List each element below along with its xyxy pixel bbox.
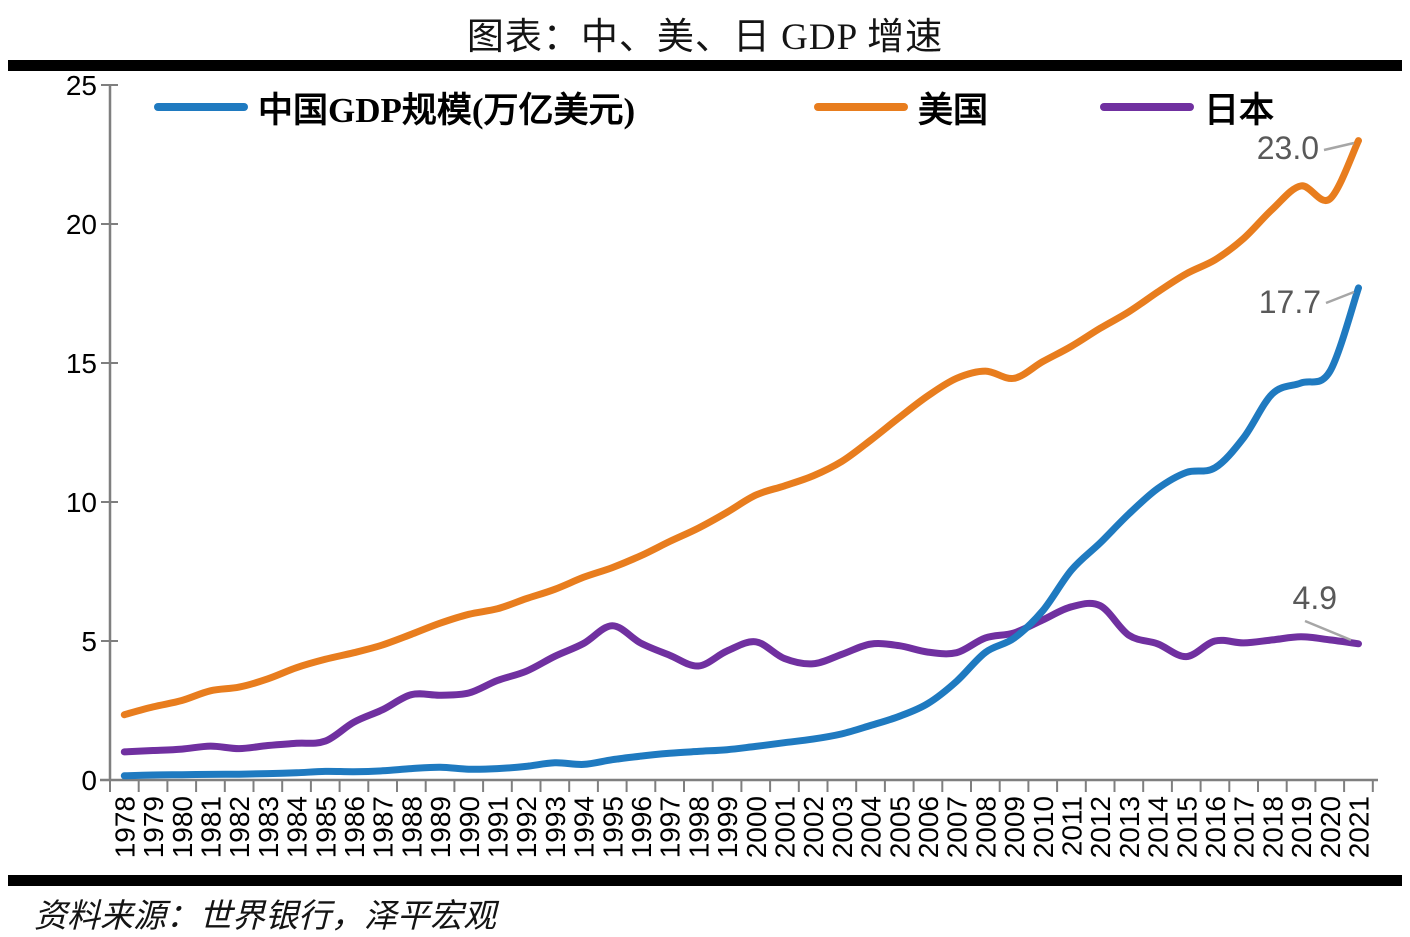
x-axis-label: 1994 xyxy=(569,796,600,858)
x-axis-label: 2003 xyxy=(827,796,858,858)
legend-item-china: 中国GDP规模(万亿美元) xyxy=(154,84,635,130)
x-axis-label: 2014 xyxy=(1143,796,1174,858)
x-axis-label: 2015 xyxy=(1171,796,1202,858)
source-note: 资料来源：世界银行，泽平宏观 xyxy=(34,899,496,935)
x-axis-label: 1985 xyxy=(310,796,341,858)
y-axis-label: 5 xyxy=(81,626,97,657)
x-axis-label: 2019 xyxy=(1286,796,1317,858)
y-axis-label: 20 xyxy=(66,209,97,240)
y-axis-label: 10 xyxy=(66,487,97,518)
leader-line xyxy=(1325,290,1355,305)
x-axis-label: 2002 xyxy=(798,796,829,858)
y-axis-label: 0 xyxy=(81,765,97,796)
x-axis-label: 2012 xyxy=(1085,796,1116,858)
x-axis-label: 2000 xyxy=(741,796,772,858)
x-axis-label: 1996 xyxy=(626,796,657,858)
x-axis-label: 1992 xyxy=(511,796,542,858)
x-axis-label: 1990 xyxy=(454,796,485,858)
x-axis-label: 1980 xyxy=(167,796,198,858)
y-axis-label: 15 xyxy=(66,348,97,379)
x-axis-label: 1987 xyxy=(368,796,399,858)
x-axis-label: 1986 xyxy=(339,796,370,858)
legend-swatch-china xyxy=(154,103,248,111)
china-line xyxy=(120,284,1362,780)
x-axis-label: 2020 xyxy=(1315,796,1346,858)
x-axis-label: 1991 xyxy=(482,796,513,858)
x-axis-label: 2008 xyxy=(970,796,1001,858)
x-axis-label: 1999 xyxy=(712,796,743,858)
x-axis-label: 1997 xyxy=(655,796,686,858)
x-axis-label: 2017 xyxy=(1229,796,1260,858)
us-line xyxy=(120,137,1362,719)
x-axis-label: 2009 xyxy=(999,796,1030,858)
x-axis-label: 2010 xyxy=(1028,796,1059,858)
x-axis-label: 1989 xyxy=(425,796,456,858)
data-label: 17.7 xyxy=(1259,284,1321,320)
chart-title: 图表：中、美、日 GDP 增速 xyxy=(466,17,944,58)
x-axis-label: 2006 xyxy=(913,796,944,858)
data-label: 4.9 xyxy=(1293,580,1337,616)
x-axis-label: 1984 xyxy=(282,796,313,858)
x-axis-label: 2011 xyxy=(1056,796,1087,856)
leader-line xyxy=(1323,141,1355,152)
y-axis-label: 25 xyxy=(66,70,97,101)
x-axis-label: 1983 xyxy=(253,796,284,858)
x-axis-label: 1993 xyxy=(540,796,571,858)
x-axis-label: 1979 xyxy=(138,796,169,858)
japan-line xyxy=(120,599,1362,756)
legend-item-japan: 日本 xyxy=(1100,84,1274,130)
x-axis-label: 2018 xyxy=(1257,796,1288,858)
legend-label-us: 美国 xyxy=(918,90,989,130)
leader-line xyxy=(1304,619,1352,642)
legend-swatch-us xyxy=(814,103,908,111)
data-label: 23.0 xyxy=(1257,130,1319,166)
x-axis-label: 2004 xyxy=(856,796,887,858)
legend-item-us: 美国 xyxy=(814,84,988,130)
x-axis-label: 2016 xyxy=(1200,796,1231,858)
x-axis-label: 1982 xyxy=(224,796,255,858)
x-axis-label: 2001 xyxy=(769,796,800,858)
x-axis-label: 1988 xyxy=(396,796,427,858)
bottom-rule-bar xyxy=(8,875,1402,886)
legend-label-china: 中国GDP规模(万亿美元) xyxy=(258,90,636,130)
x-axis-label: 1981 xyxy=(195,796,226,858)
legend-label-japan: 日本 xyxy=(1204,90,1275,130)
x-axis-label: 1978 xyxy=(109,796,140,858)
top-rule-bar xyxy=(8,60,1402,71)
x-axis-label: 2005 xyxy=(884,796,915,858)
x-axis-label: 2007 xyxy=(942,796,973,858)
legend-swatch-japan xyxy=(1100,103,1194,111)
x-axis-label: 1995 xyxy=(597,796,628,858)
x-axis-label: 2021 xyxy=(1343,796,1374,858)
x-axis-label: 2013 xyxy=(1114,796,1145,858)
x-axis-label: 1998 xyxy=(683,796,714,858)
